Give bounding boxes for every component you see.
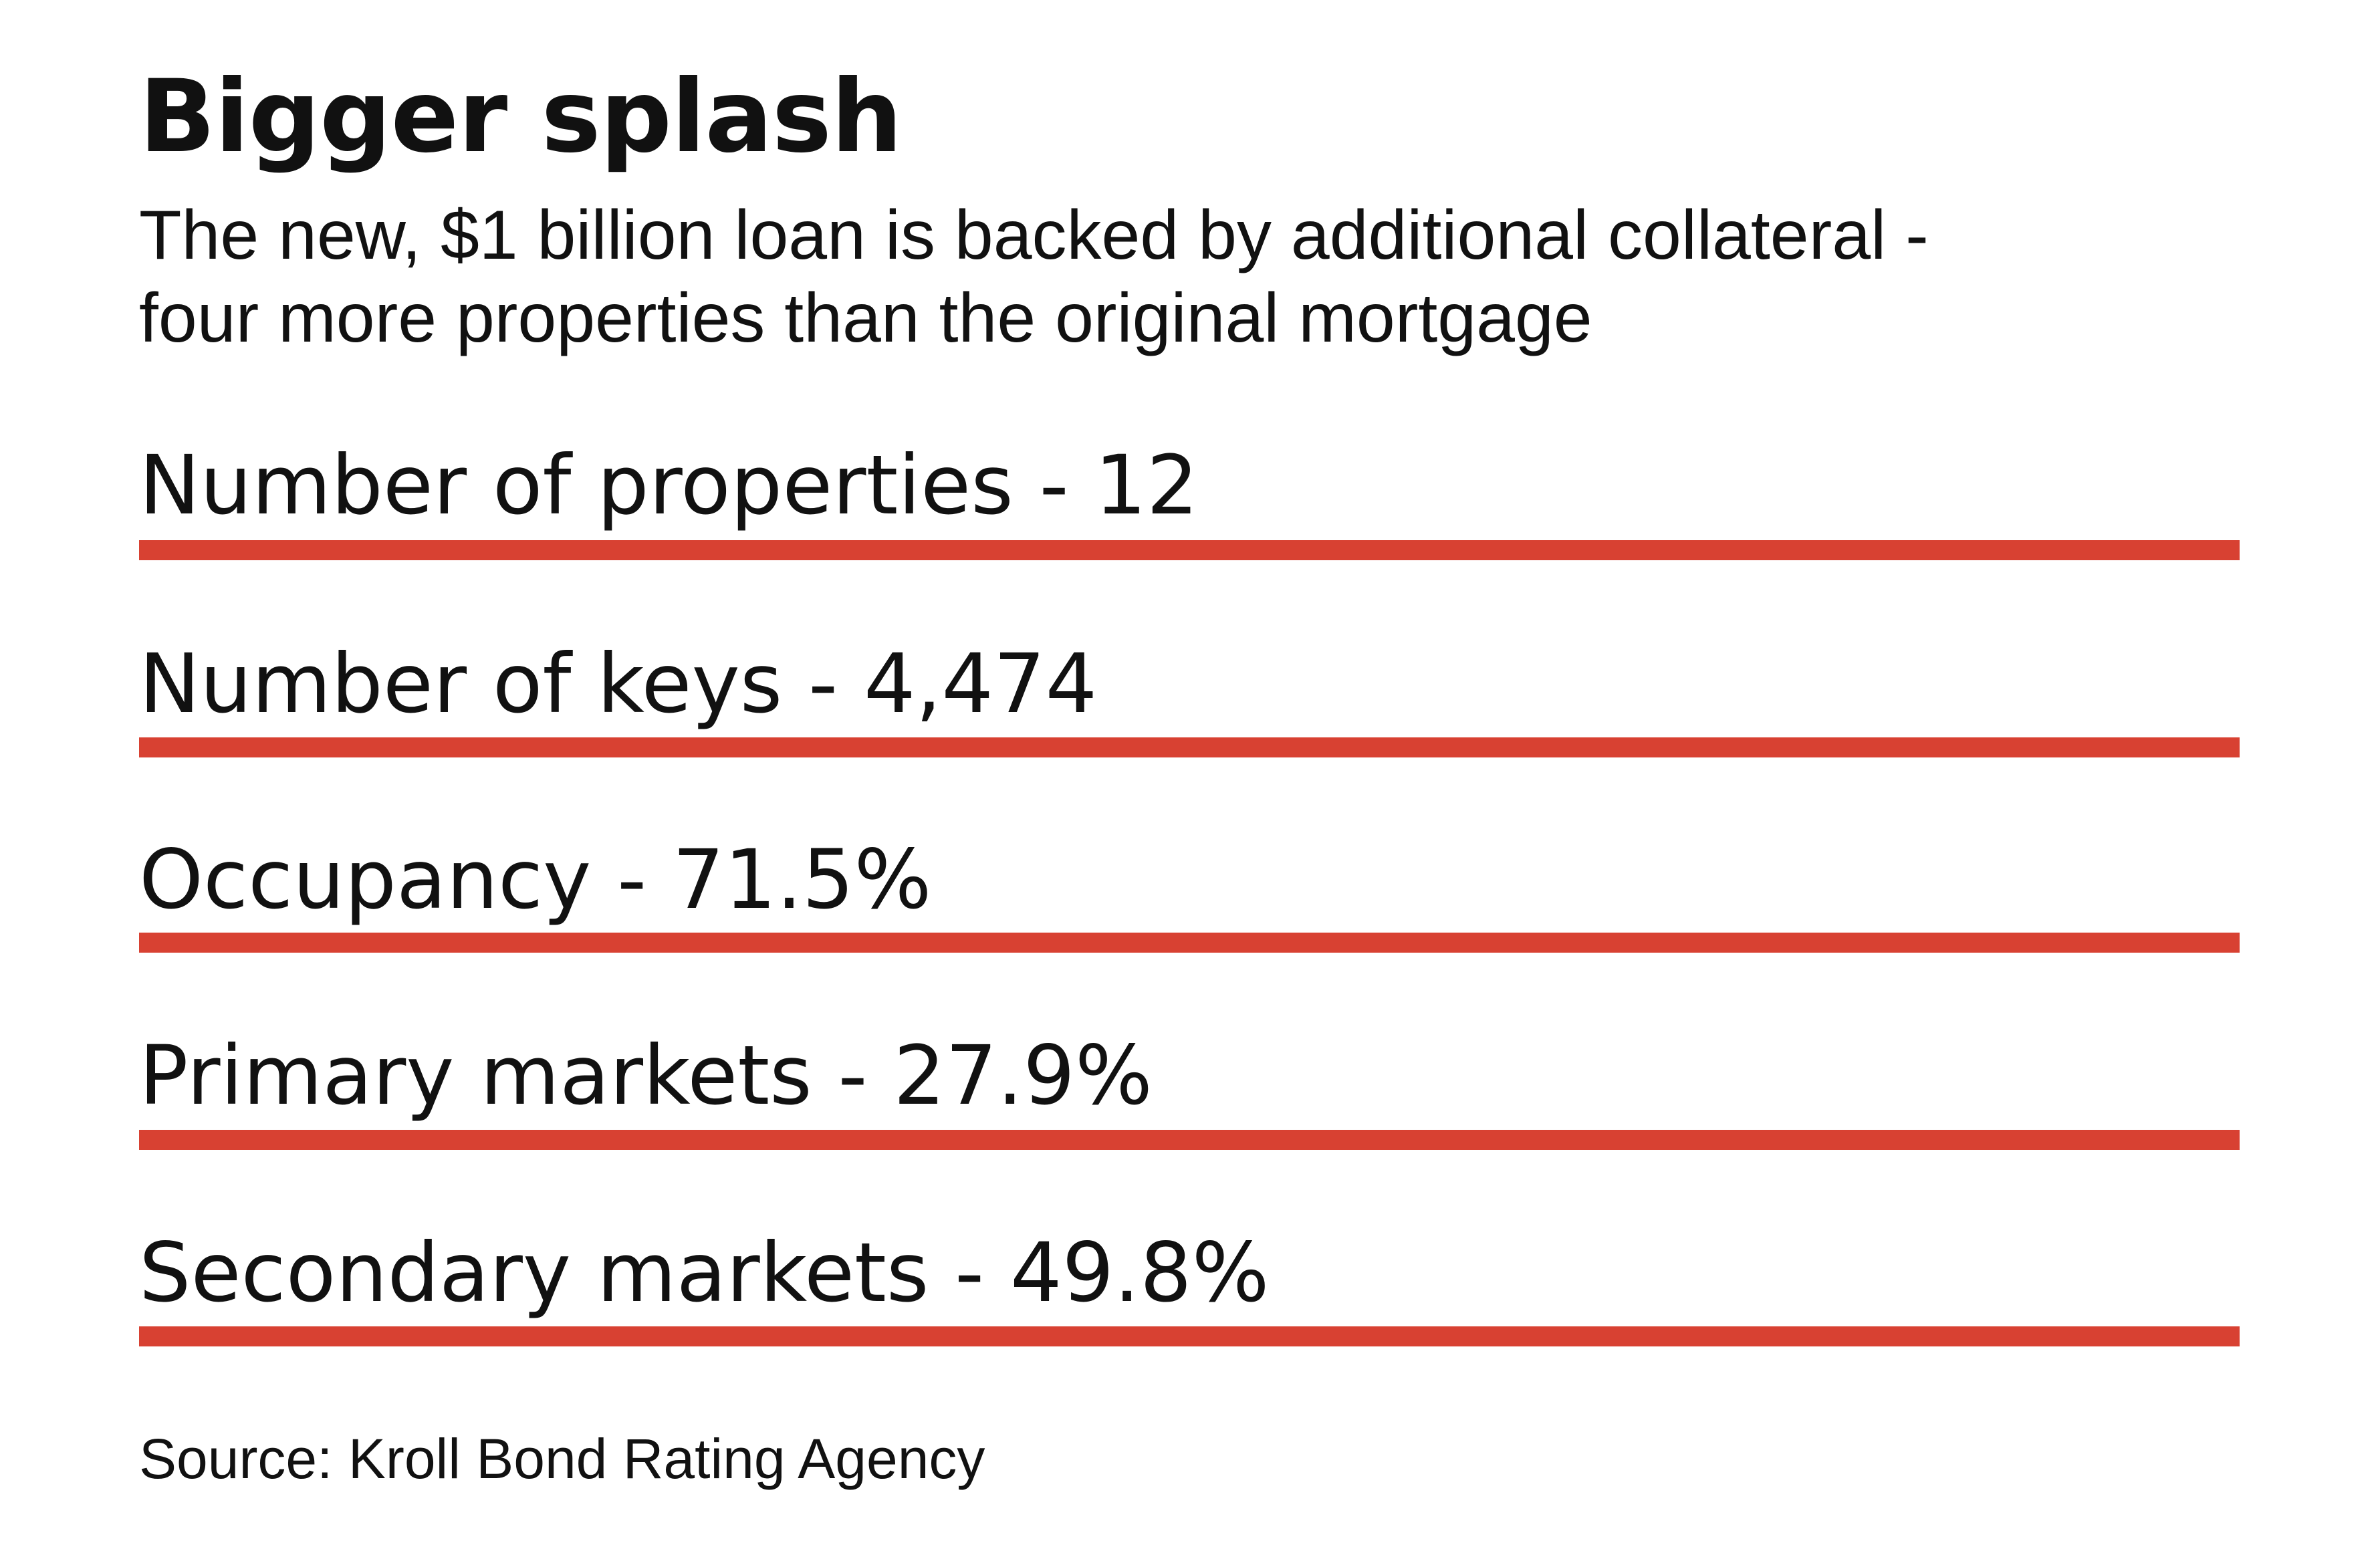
- stat-secondary-markets: Secondary markets - 49.8%: [139, 1225, 1270, 1320]
- stat-divider-2: [139, 737, 2240, 757]
- stat-number-of-keys: Number of keys - 4,474: [139, 636, 1098, 731]
- stat-divider-3: [139, 933, 2240, 953]
- stat-occupancy: Occupancy - 71.5%: [139, 832, 932, 927]
- subtitle-line-1: The new, $1 billion loan is backed by ad…: [139, 197, 1929, 274]
- source-note: Source: Kroll Bond Rating Agency: [139, 1427, 985, 1490]
- stat-divider-1: [139, 540, 2240, 560]
- stat-divider-4: [139, 1130, 2240, 1150]
- stat-number-of-properties: Number of properties - 12: [139, 438, 1199, 533]
- stat-primary-markets: Primary markets - 27.9%: [139, 1028, 1153, 1123]
- stat-divider-5: [139, 1326, 2240, 1346]
- subtitle-line-2: four more properties than the original m…: [139, 279, 1592, 357]
- page-title: Bigger splash: [139, 59, 903, 175]
